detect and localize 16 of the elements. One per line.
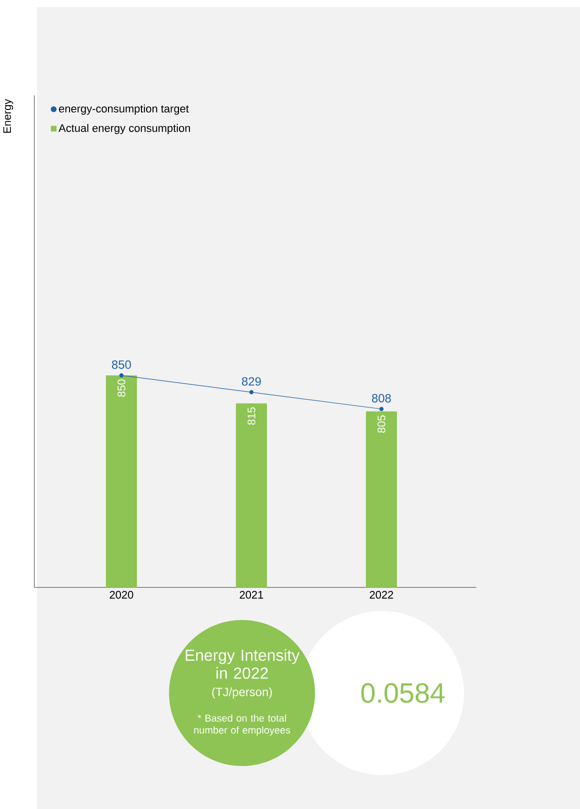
data-label: 805: [378, 415, 386, 433]
data-label: 850: [112, 360, 131, 369]
data-label: 850: [118, 379, 126, 397]
data-label: 829: [242, 377, 261, 386]
text: (TJ/person): [212, 687, 272, 699]
x-tick-label: 2020: [110, 590, 134, 599]
data-label: 808: [372, 394, 391, 402]
data-label: 815: [248, 407, 256, 425]
x-tick-label: 2022: [370, 590, 394, 599]
text: 0.0584: [361, 683, 445, 703]
y-axis-title: Energy: [3, 98, 14, 133]
x-tick-label: 2021: [240, 590, 264, 599]
legend-label: Actual energy consumption: [58, 124, 190, 134]
text: * Based on the total number of employees: [194, 714, 290, 736]
legend-label: energy-consumption target: [59, 104, 189, 115]
text: Energy Intensity in 2022: [186, 649, 300, 679]
